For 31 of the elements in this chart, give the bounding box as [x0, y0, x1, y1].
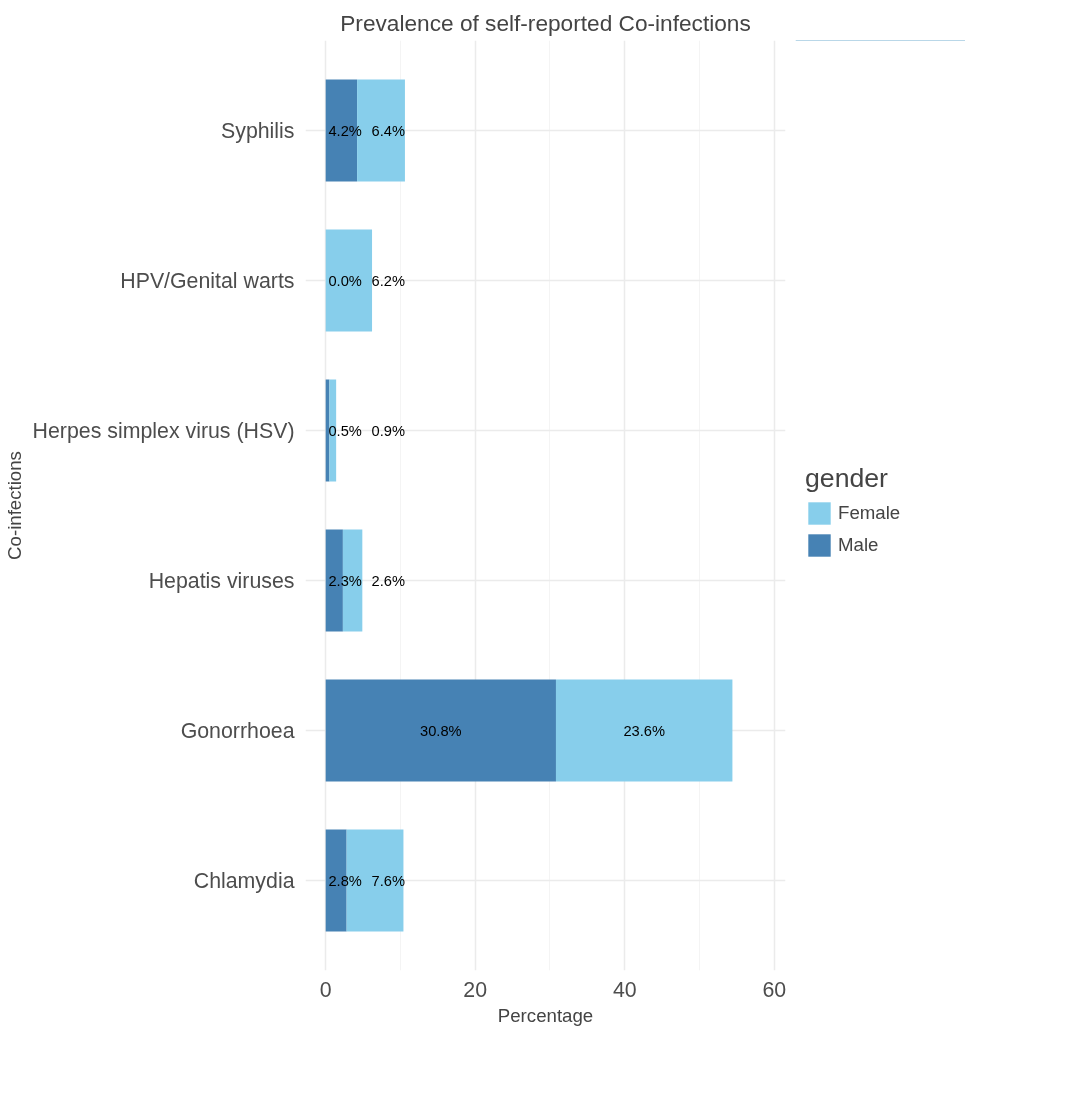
legend-title: gender: [805, 463, 889, 494]
x-tick-label: 40: [612, 977, 637, 1002]
legend-label: Female: [838, 502, 901, 524]
data-label: 4.2%: [328, 122, 362, 139]
data-label: 0.0%: [328, 272, 362, 289]
x-axis-title: Percentage: [497, 1004, 594, 1026]
data-label: 7.6%: [371, 872, 406, 889]
data-label: 6.4%: [371, 122, 406, 139]
data-label: 6.2%: [371, 272, 406, 289]
y-tick-label: Chlamydia: [193, 868, 295, 893]
data-label: 23.6%: [623, 722, 665, 739]
bar: [555, 679, 733, 782]
data-label: 2.8%: [328, 872, 362, 889]
chart-title: Prevalence of self-reported Co-infections: [340, 9, 751, 36]
bar: [325, 679, 556, 782]
bar: [325, 229, 373, 332]
x-tick-label: 0: [319, 977, 332, 1002]
data-label: 30.8%: [420, 722, 462, 739]
y-tick-label: Gonorrhoea: [180, 718, 295, 743]
y-tick-label: Syphilis: [221, 118, 295, 143]
data-label: 2.3%: [328, 572, 362, 589]
y-tick-label: Hepatis viruses: [148, 568, 295, 593]
legend-label: Male: [838, 534, 879, 556]
data-label: 0.9%: [371, 422, 406, 439]
x-tick-label: 20: [463, 977, 488, 1002]
y-tick-label: HPV/Genital warts: [120, 268, 295, 293]
data-label: 2.6%: [371, 572, 406, 589]
x-tick-label: 60: [762, 977, 787, 1002]
data-label: 0.5%: [328, 422, 362, 439]
y-axis-title: Co-infections: [3, 451, 25, 560]
y-tick-label: Herpes simplex virus (HSV): [32, 418, 295, 443]
